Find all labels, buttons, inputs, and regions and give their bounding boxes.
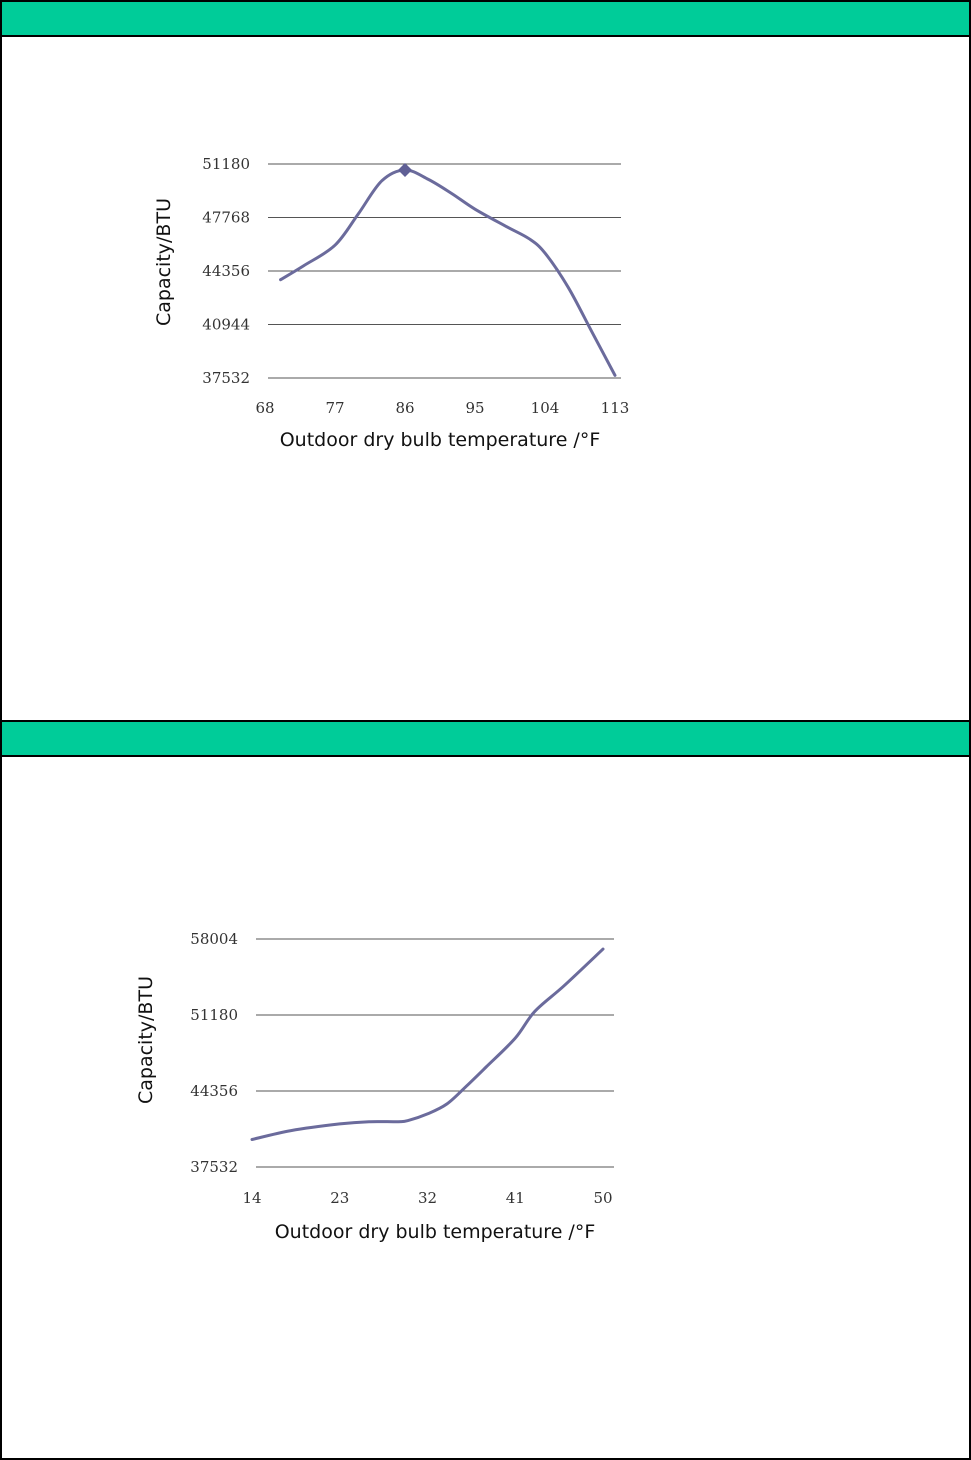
x-tick-label: 41 [506,1189,525,1207]
y-tick-label: 44356 [202,262,250,280]
x-tick-label: 77 [325,399,344,417]
x-tick-label: 23 [330,1189,349,1207]
x-axis-title: Outdoor dry bulb temperature /°F [275,1221,596,1243]
x-tick-label: 104 [531,399,560,417]
x-tick-label: 113 [601,399,630,417]
series-line-1 [279,168,617,377]
y-tick-label: 37532 [202,369,250,387]
header-band-1 [2,2,969,37]
x-axis-title: Outdoor dry bulb temperature /°F [280,429,601,451]
x-tick-label: 95 [465,399,484,417]
y-tick-label: 51180 [202,155,250,173]
y-tick-label: 51180 [190,1006,238,1024]
x-tick-label: 32 [418,1189,437,1207]
chart-1: 51180 47768 44356 40944 37532 68 77 86 95 104 113O… [153,155,630,451]
x-tick-label: 68 [255,399,274,417]
series-line-2 [250,947,605,1142]
y-tick-label: 47768 [202,209,250,227]
y-tick-label: 44356 [190,1082,238,1100]
data-point-marker [398,162,412,177]
y-axis-title: Capacity/BTU [153,198,175,326]
chart-panel-1 [0,0,971,722]
chart-panel-2 [0,720,971,1460]
x-tick-label: 50 [593,1189,612,1207]
x-tick-label: 86 [395,399,414,417]
header-band-2 [2,722,969,757]
y-tick-label: 58004 [190,930,238,948]
y-axis-title: Capacity/BTU [135,976,157,1104]
x-tick-label: 14 [242,1189,261,1207]
y-tick-label: 40944 [202,316,250,334]
y-tick-label: 37532 [190,1158,238,1176]
